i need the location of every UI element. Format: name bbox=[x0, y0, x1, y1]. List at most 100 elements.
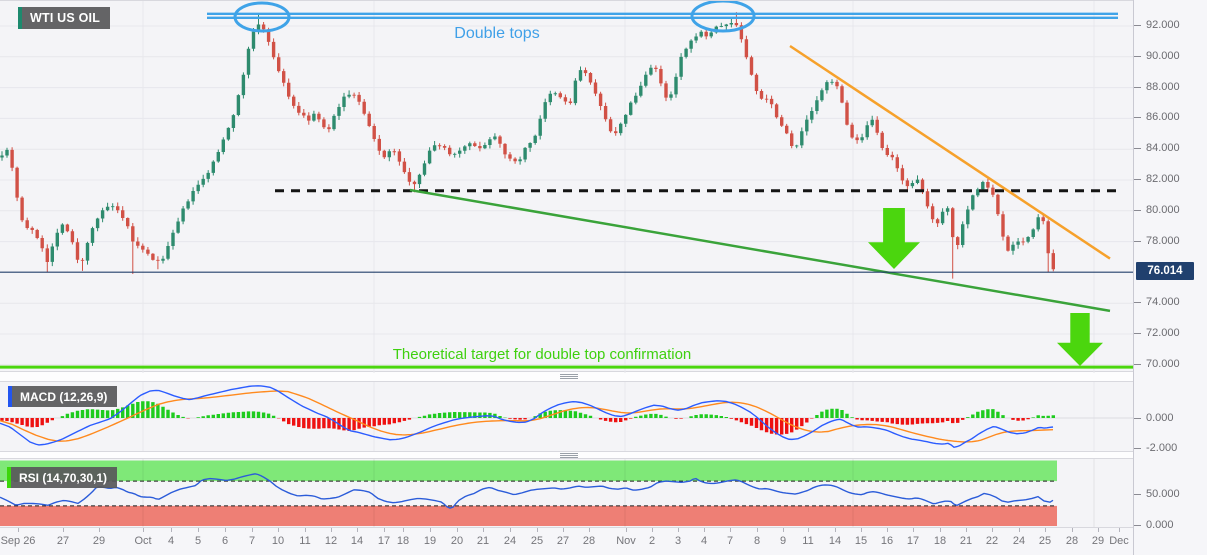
price-axis-label: 82.000 bbox=[1146, 172, 1180, 185]
time-axis-label: 5 bbox=[194, 535, 202, 547]
symbol-label-box[interactable]: WTI US OIL bbox=[18, 7, 111, 29]
time-axis-label: 27 bbox=[556, 535, 570, 547]
time-axis-label: 20 bbox=[450, 535, 464, 547]
rsi-label-box[interactable]: RSI (14,70,30,1) bbox=[7, 467, 118, 488]
time-axis-tick bbox=[483, 528, 484, 532]
rsi-accent-bar bbox=[7, 467, 11, 488]
time-axis-tick bbox=[457, 528, 458, 532]
target-annotation[interactable]: Theoretical target for double top confir… bbox=[392, 346, 692, 363]
price-axis-label: 74.000 bbox=[1146, 295, 1180, 308]
down-arrow-2[interactable] bbox=[1057, 313, 1103, 366]
symbol-accent-bar bbox=[18, 7, 22, 29]
price-axis-label: 80.000 bbox=[1146, 203, 1180, 216]
time-axis[interactable]: Sep 26 27 29 Oct 4 5 6 7 10 11 12 14 17 18 19 20 21 24 25 2… bbox=[0, 528, 1133, 555]
macd-label-box[interactable]: MACD (12,26,9) bbox=[8, 386, 118, 407]
price-axis-label: 78.000 bbox=[1146, 234, 1180, 247]
time-axis-label: 9 bbox=[779, 535, 787, 547]
time-axis-label: 11 bbox=[299, 535, 311, 547]
time-axis-tick bbox=[357, 528, 358, 532]
time-axis-tick bbox=[913, 528, 914, 532]
panel-splitter-2[interactable] bbox=[557, 452, 581, 459]
macd-axis-label-tick bbox=[1134, 448, 1141, 449]
double-top-circle-2[interactable] bbox=[690, 1, 756, 33]
time-axis-label: 28 bbox=[1065, 535, 1079, 547]
price-axis-label: 84.000 bbox=[1146, 141, 1180, 154]
price-axis-label: 88.000 bbox=[1146, 80, 1180, 93]
time-axis-label: Oct bbox=[134, 535, 152, 547]
descending-channel-orange[interactable] bbox=[789, 44, 1111, 260]
price-axis-label-tick bbox=[1134, 87, 1141, 88]
time-axis-label: 29 bbox=[1091, 535, 1105, 547]
time-axis-tick bbox=[940, 528, 941, 532]
price-chart-canvas[interactable] bbox=[0, 1, 1133, 373]
time-axis-tick bbox=[887, 528, 888, 532]
macd-axis-label-tick bbox=[1134, 418, 1141, 419]
time-axis-tick bbox=[704, 528, 705, 532]
time-axis-tick bbox=[757, 528, 758, 532]
time-axis-label: 10 bbox=[271, 535, 285, 547]
candlestick-series bbox=[0, 12, 1055, 279]
rsi-label: RSI (14,70,30,1) bbox=[19, 470, 108, 485]
rsi-line bbox=[0, 473, 1054, 509]
macd-label: MACD (12,26,9) bbox=[20, 389, 108, 404]
price-axis-label-tick bbox=[1134, 302, 1141, 303]
rsi-axis-label-tick bbox=[1134, 525, 1141, 526]
time-axis-label: 18 bbox=[933, 535, 947, 547]
time-axis-tick bbox=[537, 528, 538, 532]
macd-axis-label: 0.000 bbox=[1146, 411, 1174, 424]
time-axis-tick bbox=[430, 528, 431, 532]
macd-axis-label: -2.000 bbox=[1146, 441, 1178, 454]
double-top-circle-1[interactable] bbox=[233, 1, 291, 33]
rsi-canvas[interactable] bbox=[0, 459, 1133, 527]
time-axis-label: 25 bbox=[1038, 535, 1052, 547]
time-axis-tick bbox=[678, 528, 679, 532]
price-axis-label-tick bbox=[1134, 117, 1141, 118]
time-axis-tick bbox=[652, 528, 653, 532]
price-axis-label-tick bbox=[1134, 25, 1141, 26]
time-axis-label: 18 bbox=[396, 535, 410, 547]
macd-signal-line bbox=[0, 390, 1054, 443]
time-axis-label: 21 bbox=[959, 535, 973, 547]
time-axis-tick bbox=[626, 528, 627, 532]
price-axis-label-tick bbox=[1134, 241, 1141, 242]
down-arrow-1[interactable] bbox=[868, 208, 920, 269]
price-axis[interactable]: 76.014 92.000 90.000 88.000 86.000 84.000 82.… bbox=[1133, 0, 1207, 555]
rsi-panel[interactable]: RSI (14,70,30,1) bbox=[0, 458, 1133, 528]
price-axis-label: 70.000 bbox=[1146, 357, 1180, 370]
symbol-label: WTI US OIL bbox=[30, 11, 101, 25]
price-chart-panel[interactable]: WTI US OIL Double tops Theoretical targe… bbox=[0, 0, 1133, 373]
time-axis-label: 24 bbox=[1012, 535, 1026, 547]
time-axis-label: 25 bbox=[530, 535, 544, 547]
rsi-overbought-band bbox=[0, 460, 1057, 482]
time-axis-label: 29 bbox=[92, 535, 106, 547]
time-axis-label: 22 bbox=[985, 535, 999, 547]
time-axis-label: 24 bbox=[503, 535, 517, 547]
panel-splitter-1[interactable] bbox=[557, 373, 581, 380]
time-axis-tick bbox=[966, 528, 967, 532]
time-axis-label: Dec bbox=[1109, 535, 1129, 547]
time-axis-label: 7 bbox=[248, 535, 256, 547]
macd-canvas[interactable] bbox=[0, 382, 1133, 451]
price-axis-label: 92.000 bbox=[1146, 18, 1180, 31]
time-axis-tick bbox=[589, 528, 590, 532]
time-axis-label: 27 bbox=[56, 535, 70, 547]
price-axis-label-tick bbox=[1134, 56, 1141, 57]
rsi-gridlines bbox=[142, 459, 1095, 527]
descending-support-green[interactable] bbox=[409, 188, 1111, 313]
double-tops-annotation[interactable]: Double tops bbox=[454, 25, 540, 42]
time-axis-tick bbox=[198, 528, 199, 532]
time-axis-label: 4 bbox=[167, 535, 175, 547]
time-axis-tick bbox=[63, 528, 64, 532]
macd-panel[interactable]: MACD (12,26,9) bbox=[0, 381, 1133, 452]
time-axis-tick bbox=[1019, 528, 1020, 532]
time-axis-label: 2 bbox=[648, 535, 656, 547]
time-axis-label: Sep 26 bbox=[0, 535, 36, 547]
time-axis-tick bbox=[305, 528, 306, 532]
price-axis-label-tick bbox=[1134, 333, 1141, 334]
time-axis-tick bbox=[278, 528, 279, 532]
time-axis-tick bbox=[99, 528, 100, 532]
time-axis-label: 14 bbox=[350, 535, 364, 547]
time-axis-tick bbox=[252, 528, 253, 532]
price-axis-label-tick bbox=[1134, 179, 1141, 180]
rsi-oversold-band bbox=[0, 505, 1057, 526]
